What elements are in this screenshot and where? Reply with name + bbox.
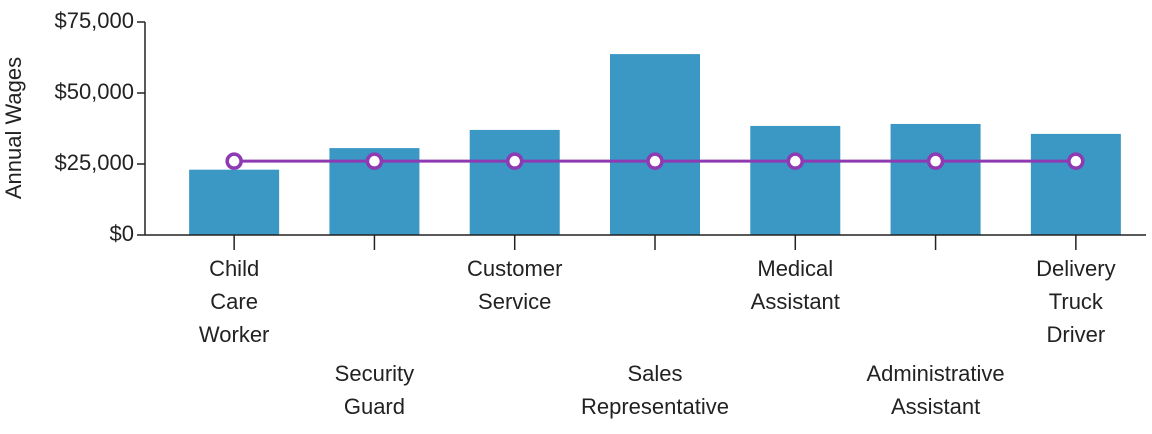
bar (610, 54, 700, 236)
line-point (225, 152, 243, 170)
line-point (505, 152, 524, 170)
x-tick-label: Security Guard (335, 361, 414, 419)
line-point (365, 152, 384, 170)
line-point (1067, 152, 1085, 170)
line-point (786, 152, 805, 170)
y-tick-label: $50,000 (54, 79, 134, 104)
line-point (646, 152, 664, 170)
bar (1030, 133, 1121, 235)
bar (469, 129, 560, 235)
bar (890, 123, 981, 235)
y-tick-label: $75,000 (54, 8, 134, 33)
line-point (926, 152, 945, 170)
x-tick-label: Sales Representative (581, 361, 729, 419)
y-tick-label: $0 (110, 221, 134, 246)
bar (750, 125, 841, 235)
x-tick-label: Child Care Worker (199, 256, 270, 347)
bar (189, 169, 280, 235)
x-tick-label: Administrative Assistant (866, 361, 1004, 419)
x-tick-label: Delivery Truck Driver (1036, 256, 1115, 347)
y-axis-label: Annual Wages (1, 57, 26, 199)
y-tick-label: $25,000 (54, 150, 134, 175)
x-tick-label: Medical Assistant (751, 256, 840, 314)
x-tick-label: Customer Service (467, 256, 562, 314)
